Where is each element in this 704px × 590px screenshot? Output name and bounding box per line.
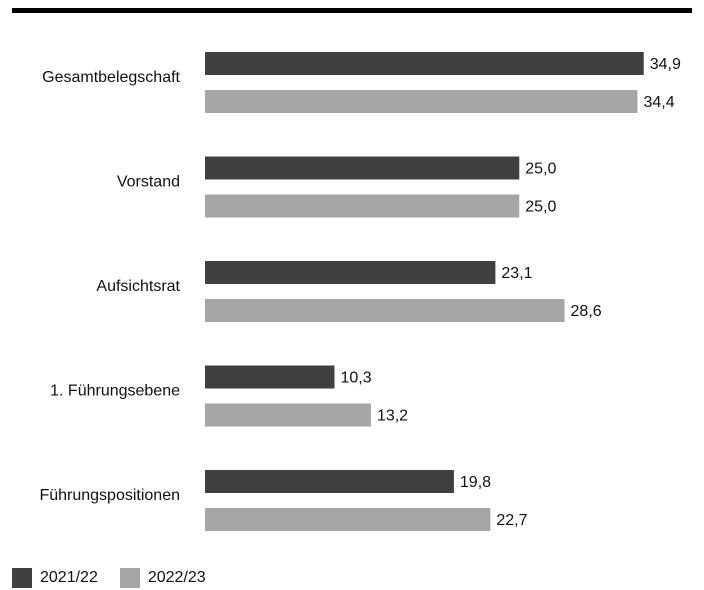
legend-swatch-series-1 <box>12 568 32 588</box>
top-rule <box>12 8 692 13</box>
bar-series-1 <box>205 52 644 75</box>
legend-item-series-1: 2021/22 <box>12 568 98 588</box>
bar-series-1 <box>205 261 496 284</box>
bar-value-label: 13,2 <box>377 408 408 425</box>
category-label: 1. Führungsebene <box>50 383 180 400</box>
category-label: Aufsichtsrat <box>96 278 180 295</box>
bar-series-2 <box>205 299 565 322</box>
legend: 2021/22 2022/23 <box>12 568 228 588</box>
legend-swatch-series-2 <box>119 568 140 588</box>
bar-value-label: 25,0 <box>525 199 556 216</box>
category-label: Gesamtbelegschaft <box>42 69 180 86</box>
category-label: Führungspositionen <box>39 487 180 504</box>
bar-value-label: 28,6 <box>571 303 602 320</box>
legend-item-series-2: 2022/23 <box>119 568 206 588</box>
legend-label-series-2: 2022/23 <box>147 569 206 586</box>
bar-series-2 <box>205 90 638 113</box>
category-label: Vorstand <box>117 174 180 191</box>
bar-value-label: 22,7 <box>496 512 527 529</box>
bar-value-label: 23,1 <box>501 265 532 282</box>
bar-series-1 <box>205 156 520 180</box>
bar-series-2 <box>205 194 520 218</box>
bar-value-label: 10,3 <box>340 370 371 387</box>
bar-chart: Gesamtbelegschaft Vorstand Aufsichtsrat 1. … <box>12 8 692 531</box>
bar-series-1 <box>205 470 454 493</box>
bar-value-label: 25,0 <box>525 161 556 178</box>
bar-value-label: 34,9 <box>650 56 681 73</box>
bar-value-label: 34,4 <box>643 94 674 111</box>
bar-series-2 <box>205 403 371 427</box>
legend-label-series-1: 2021/22 <box>40 569 98 586</box>
bar-series-2 <box>205 508 491 531</box>
bar-series-1 <box>205 365 335 389</box>
bar-value-label: 19,8 <box>460 474 491 491</box>
